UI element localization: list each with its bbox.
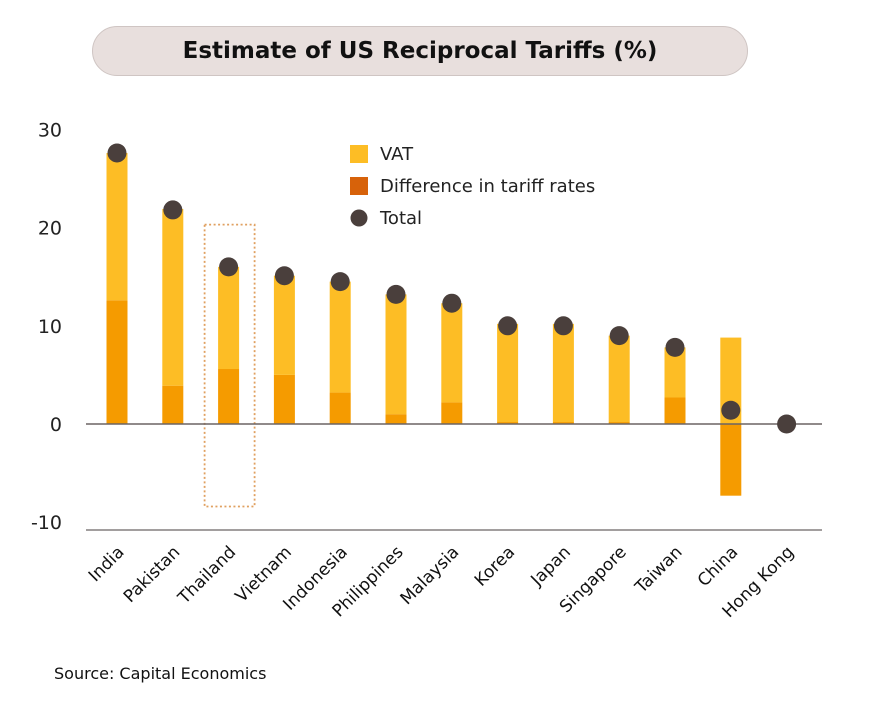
bar-difference-thailand <box>218 369 240 424</box>
dot-total-malaysia <box>442 293 462 313</box>
x-tick-label: Taiwan <box>631 542 687 598</box>
dot-total-taiwan <box>665 337 685 357</box>
chart-title: Estimate of US Reciprocal Tariffs (%) <box>92 26 748 76</box>
x-tick-label: Thailand <box>174 542 240 608</box>
dot-total-vietnam <box>274 266 294 286</box>
source-note: Source: Capital Economics <box>54 664 267 683</box>
y-tick-label: -10 <box>31 512 62 534</box>
dot-total-thailand <box>219 257 239 277</box>
dot-total-philippines <box>386 284 406 304</box>
legend-label: VAT <box>380 144 414 165</box>
bar-vat-philippines <box>385 294 407 415</box>
x-tick-label: India <box>85 542 129 586</box>
bar-vat-japan <box>552 323 574 423</box>
x-tick-label: Pakistan <box>120 542 184 606</box>
bar-difference-taiwan <box>664 397 686 424</box>
bar-vat-malaysia <box>441 303 463 403</box>
bar-difference-philippines <box>385 414 407 424</box>
x-tick-label: China <box>694 542 742 590</box>
dot-total-korea <box>498 316 518 336</box>
legend-swatch-difference-in-tariff-rates <box>350 177 368 195</box>
bar-difference-indonesia <box>329 392 351 424</box>
bar-difference-japan <box>552 422 574 424</box>
y-tick-label: 0 <box>50 414 62 436</box>
bar-difference-india <box>106 300 128 424</box>
bar-vat-taiwan <box>664 347 686 398</box>
bar-difference-china <box>720 424 742 496</box>
dot-total-indonesia <box>330 272 350 292</box>
bar-vat-indonesia <box>329 281 351 393</box>
legend-label: Total <box>379 208 422 229</box>
bar-vat-pakistan <box>162 208 184 386</box>
dot-total-china <box>721 400 741 420</box>
dot-total-pakistan <box>163 200 183 220</box>
highlight-box-thailand <box>203 223 256 508</box>
dot-total-japan <box>553 316 573 336</box>
bar-vat-india <box>106 152 128 301</box>
bar-vat-singapore <box>608 335 630 423</box>
dot-total-singapore <box>609 326 629 346</box>
y-tick-label: 10 <box>38 316 62 338</box>
legend-swatch-vat <box>350 145 368 163</box>
y-tick-label: 20 <box>38 218 62 240</box>
x-tick-label: Malaysia <box>397 542 464 609</box>
bar-difference-pakistan <box>162 385 184 424</box>
bar-vat-thailand <box>218 266 240 370</box>
legend-label: Difference in tariff rates <box>380 176 595 197</box>
bar-difference-malaysia <box>441 402 463 424</box>
bar-vat-korea <box>497 323 519 423</box>
bar-difference-singapore <box>608 422 630 424</box>
legend-marker-total <box>350 209 368 227</box>
dot-total-hong-kong <box>777 414 797 434</box>
y-tick-label: 30 <box>38 119 62 141</box>
bar-difference-vietnam <box>273 374 295 424</box>
x-tick-label: Korea <box>471 542 519 590</box>
bar-vat-vietnam <box>273 275 295 375</box>
dot-total-india <box>107 143 127 163</box>
x-tick-label: Japan <box>527 542 575 590</box>
bar-difference-korea <box>497 422 519 424</box>
